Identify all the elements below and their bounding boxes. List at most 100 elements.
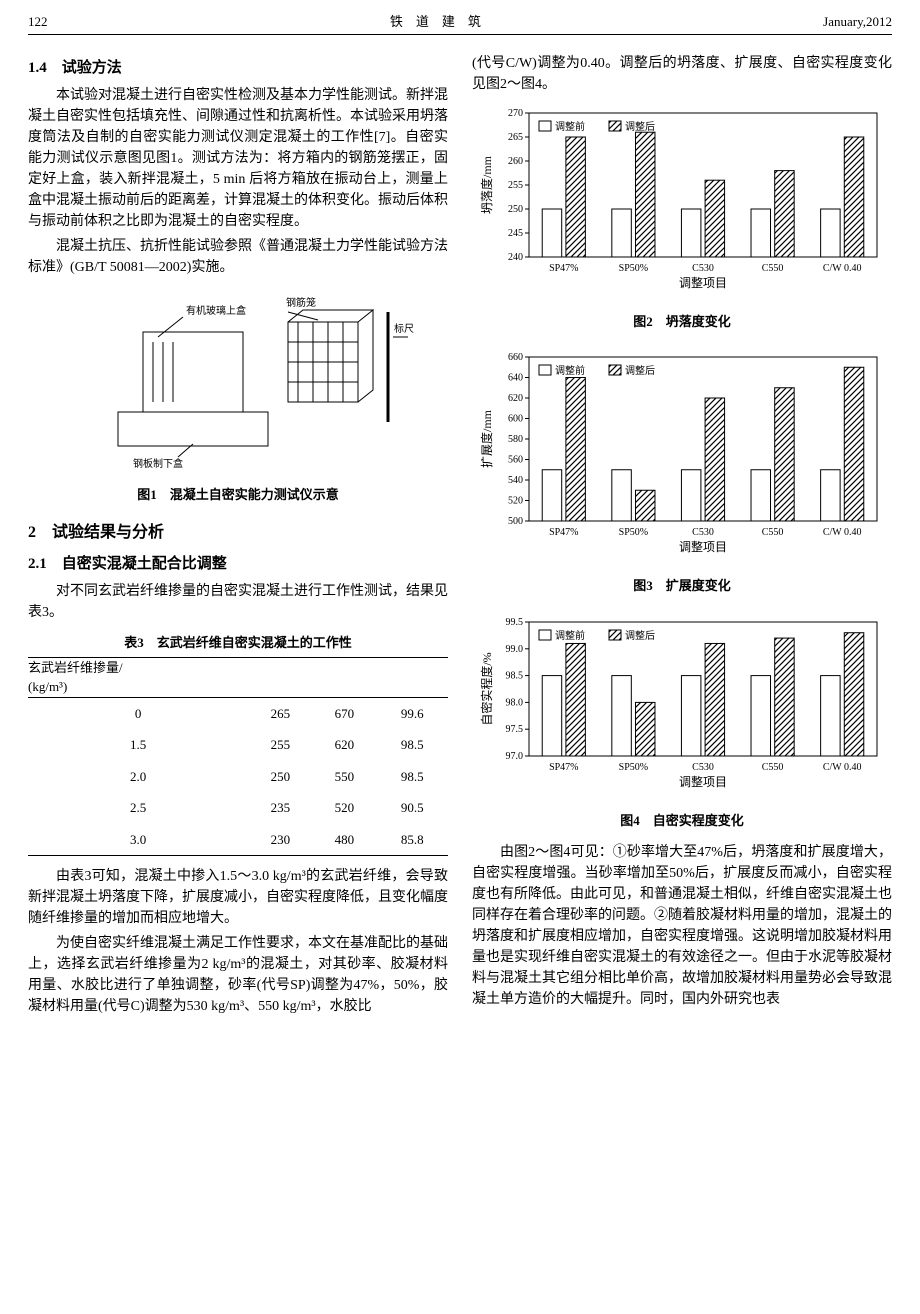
svg-text:98.0: 98.0 xyxy=(506,697,524,708)
svg-text:500: 500 xyxy=(508,516,523,527)
table-cell: 98.5 xyxy=(376,729,448,761)
svg-text:C/W 0.40: C/W 0.40 xyxy=(823,263,862,274)
svg-text:C530: C530 xyxy=(692,527,714,538)
table-cell: 230 xyxy=(248,824,312,856)
figure-3-caption: 图3 扩展度变化 xyxy=(472,576,892,596)
table-cell: 2.0 xyxy=(28,761,248,793)
table-3-body: 026567099.61.525562098.52.025055098.52.5… xyxy=(28,697,448,856)
svg-text:C530: C530 xyxy=(692,762,714,773)
table-row: 2.025055098.5 xyxy=(28,761,448,793)
svg-text:98.5: 98.5 xyxy=(506,670,524,681)
page-number: 122 xyxy=(28,12,48,32)
svg-text:C550: C550 xyxy=(762,263,784,274)
journal-title: 铁 道 建 筑 xyxy=(390,12,481,32)
svg-text:640: 640 xyxy=(508,373,523,384)
table-cell: 265 xyxy=(248,697,312,729)
section-2-1-heading: 2.1 自密实混凝土配合比调整 xyxy=(28,553,448,576)
svg-text:调整前: 调整前 xyxy=(555,120,585,133)
para-method-2: 混凝土抗压、抗折性能试验参照《普通混凝土力学性能试验方法标准》(GB/T 500… xyxy=(28,236,448,278)
svg-text:坍落度/mm: 坍落度/mm xyxy=(479,155,494,214)
table-cell: 550 xyxy=(312,761,376,793)
figure-3: 500 520 540 560 580 600 620 640 660 扩展度/mm SP47% SP… xyxy=(472,343,892,570)
para-right-end: 由图2～图4可见：①砂率增大至47%后，坍落度和扩展度增大，自密实程度增强。当砂… xyxy=(472,842,892,1010)
svg-text:260: 260 xyxy=(508,156,523,167)
svg-text:580: 580 xyxy=(508,434,523,445)
figure-4-caption: 图4 自密实程度变化 xyxy=(472,811,892,831)
table-cell: 520 xyxy=(312,792,376,824)
table-cell: 85.8 xyxy=(376,824,448,856)
table-cell: 99.6 xyxy=(376,697,448,729)
table-row: 2.523552090.5 xyxy=(28,792,448,824)
svg-text:240: 240 xyxy=(508,252,523,263)
table-cell: 620 xyxy=(312,729,376,761)
svg-text:C530: C530 xyxy=(692,263,714,274)
svg-text:C/W 0.40: C/W 0.40 xyxy=(823,762,862,773)
table-cell: 670 xyxy=(312,697,376,729)
table-cell: 0 xyxy=(28,697,248,729)
svg-text:620: 620 xyxy=(508,393,523,404)
table-cell: 250 xyxy=(248,761,312,793)
svg-text:SP47%: SP47% xyxy=(549,263,578,274)
fig1-label-bottom: 钢板制下盒 xyxy=(133,457,183,470)
svg-text:SP50%: SP50% xyxy=(619,527,648,538)
figure-2-caption: 图2 坍落度变化 xyxy=(472,312,892,332)
svg-text:调整项目: 调整项目 xyxy=(679,275,727,290)
table-cell: 1.5 xyxy=(28,729,248,761)
table-row: 1.525562098.5 xyxy=(28,729,448,761)
table-cell: 2.5 xyxy=(28,792,248,824)
svg-text:调整后: 调整后 xyxy=(625,364,655,377)
figure-4: 97.097.598.098.599.099.5自密实程度/%SP47%SP50… xyxy=(472,608,892,805)
figure-2: 240 245 250 255 260 265 270 坍落度/mm SP47% SP50% C53… xyxy=(472,99,892,306)
left-column: 1.4 试验方法 本试验对混凝土进行自密实性检测及基本力学性能测试。新拌混凝土自… xyxy=(28,49,448,1022)
svg-text:调整项目: 调整项目 xyxy=(679,774,727,789)
para-right-lead: (代号C/W)调整为0.40。调整后的坍落度、扩展度、自密实程度变化见图2～图4… xyxy=(472,53,892,95)
para-tbl-after-1: 由表3可知，混凝土中掺入1.5～3.0 kg/m³的玄武岩纤维，会导致新拌混凝土… xyxy=(28,866,448,929)
svg-text:SP50%: SP50% xyxy=(619,263,648,274)
svg-text:SP47%: SP47% xyxy=(549,527,578,538)
para-tbl-after-2: 为使自密实纤维混凝土满足工作性要求，本文在基准配比的基础上，选择玄武岩纤维掺量为… xyxy=(28,933,448,1017)
svg-text:600: 600 xyxy=(508,414,523,425)
svg-text:540: 540 xyxy=(508,475,523,486)
table-cell: 98.5 xyxy=(376,761,448,793)
table-3: 玄武岩纤维掺量/(kg/m³) 026567099.61.525562098.5… xyxy=(28,657,448,857)
svg-text:245: 245 xyxy=(508,228,523,239)
table-3-header-row: 玄武岩纤维掺量/(kg/m³) xyxy=(28,657,448,697)
svg-text:99.0: 99.0 xyxy=(506,643,524,654)
svg-text:调整前: 调整前 xyxy=(555,364,585,377)
issue-date: January,2012 xyxy=(823,12,892,32)
svg-text:调整前: 调整前 xyxy=(555,629,585,642)
section-2-heading: 2 试验结果与分析 xyxy=(28,521,448,545)
svg-text:97.5: 97.5 xyxy=(506,724,524,735)
svg-text:调整后: 调整后 xyxy=(625,629,655,642)
table-cell: 255 xyxy=(248,729,312,761)
svg-text:270: 270 xyxy=(508,108,523,119)
section-1-4-heading: 1.4 试验方法 xyxy=(28,57,448,80)
table-row: 026567099.6 xyxy=(28,697,448,729)
fig1-label-ruler: 标尺 xyxy=(394,323,414,335)
para-2-1: 对不同玄武岩纤维掺量的自密实混凝土进行工作性测试，结果见表3。 xyxy=(28,581,448,623)
figure-1-caption: 图1 混凝土自密实能力测试仪示意 xyxy=(28,485,448,505)
table-3-title: 表3 玄武岩纤维自密实混凝土的工作性 xyxy=(28,633,448,653)
svg-text:560: 560 xyxy=(508,455,523,466)
svg-text:扩展度/mm: 扩展度/mm xyxy=(479,409,494,468)
svg-text:调整后: 调整后 xyxy=(625,120,655,133)
table-row: 3.023048085.8 xyxy=(28,824,448,856)
svg-text:自密实程度/%: 自密实程度/% xyxy=(479,652,494,725)
page-header: 122 铁 道 建 筑 January,2012 xyxy=(28,12,892,35)
para-method-1: 本试验对混凝土进行自密实性检测及基本力学性能测试。新拌混凝土自密实性包括填充性、… xyxy=(28,85,448,232)
svg-text:520: 520 xyxy=(508,496,523,507)
svg-text:660: 660 xyxy=(508,352,523,363)
svg-text:调整项目: 调整项目 xyxy=(679,539,727,554)
svg-text:265: 265 xyxy=(508,132,523,143)
svg-text:250: 250 xyxy=(508,204,523,215)
svg-text:99.5: 99.5 xyxy=(506,617,524,628)
svg-text:255: 255 xyxy=(508,180,523,191)
fig1-label-cage: 钢筋笼 xyxy=(286,296,316,309)
svg-text:97.0: 97.0 xyxy=(506,751,524,762)
table-cell: 3.0 xyxy=(28,824,248,856)
fig1-label-topbox: 有机玻璃上盒 xyxy=(186,304,246,317)
table-cell: 235 xyxy=(248,792,312,824)
svg-text:C550: C550 xyxy=(762,762,784,773)
svg-text:SP47%: SP47% xyxy=(549,762,578,773)
figure-1: 有机玻璃上盒 钢筋笼 标尺 钢板制下盒 xyxy=(28,282,448,479)
